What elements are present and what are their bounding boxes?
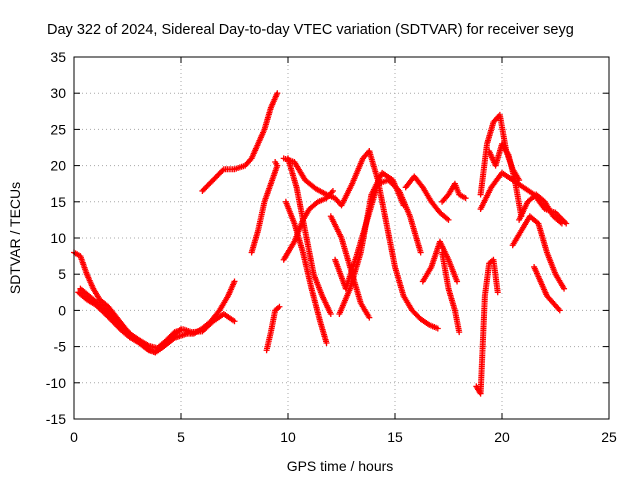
data-point [445,216,452,223]
x-tick-label: 0 [70,429,78,445]
series-arc-y [477,169,570,227]
series-arc-e [248,158,281,256]
data-point [563,220,570,227]
y-tick-label: 25 [50,121,66,137]
y-tick-label: -15 [46,411,66,427]
data-point [323,339,330,346]
data-point [556,307,563,314]
data-point [400,202,407,209]
data-point [456,329,463,336]
data-point [417,249,424,256]
axis-ticks: 0 5 10 15 20 25 -15 -10 -5 0 5 10 15 20 25 30 35 [46,49,617,445]
x-tick-label: 15 [387,429,403,445]
x-tick-label: 10 [280,429,296,445]
series-arc-p [419,238,461,285]
y-tick-label: 20 [50,158,66,174]
x-tick-label: 20 [494,429,510,445]
data-points [71,90,570,397]
y-tick-label: 5 [58,266,66,282]
series-arc-g [280,148,373,209]
data-point [178,326,184,333]
series-arc-o [402,173,452,223]
y-tick-label: -10 [46,375,66,391]
series-arc-m [327,213,373,321]
series-arc-j [285,155,334,318]
data-point [366,314,373,321]
series-arc-u [486,140,525,220]
chart-title: Day 322 of 2024, Sidereal Day-to-day VTE… [47,22,574,38]
data-point [494,289,501,296]
y-tick-label: -5 [54,339,67,355]
y-axis-label: SDTVAR / TECUs [7,182,23,294]
series-arc-s [473,256,501,397]
series-arc-c [75,289,184,356]
y-tick-label: 30 [50,85,66,101]
data-point [329,187,336,194]
data-point [327,311,334,318]
series-arc-r [439,249,463,336]
series-arc-q [439,180,469,205]
data-point [231,278,238,285]
data-point [274,90,281,97]
data-point [454,278,461,285]
series-arc-n [366,148,441,332]
y-tick-label: 15 [50,194,66,210]
x-tick-label: 5 [177,429,185,445]
y-tick-label: 35 [50,49,66,65]
x-tick-label: 25 [601,429,617,445]
series-arc-x [531,263,563,314]
data-point [231,318,238,325]
data-point [561,285,568,292]
data-point [434,325,441,332]
data-point [276,303,283,310]
series-arc-f [263,303,283,354]
y-tick-label: 0 [58,302,66,318]
series-arc-i [280,187,336,263]
series-arc-w [509,213,568,292]
series-arc-l [336,169,407,318]
data-point [272,158,279,165]
series-arc-h [282,198,330,346]
data-point [462,195,469,202]
series-arc-d [199,90,281,194]
x-axis-label: GPS time / hours [287,458,394,474]
y-tick-label: 10 [50,230,66,246]
